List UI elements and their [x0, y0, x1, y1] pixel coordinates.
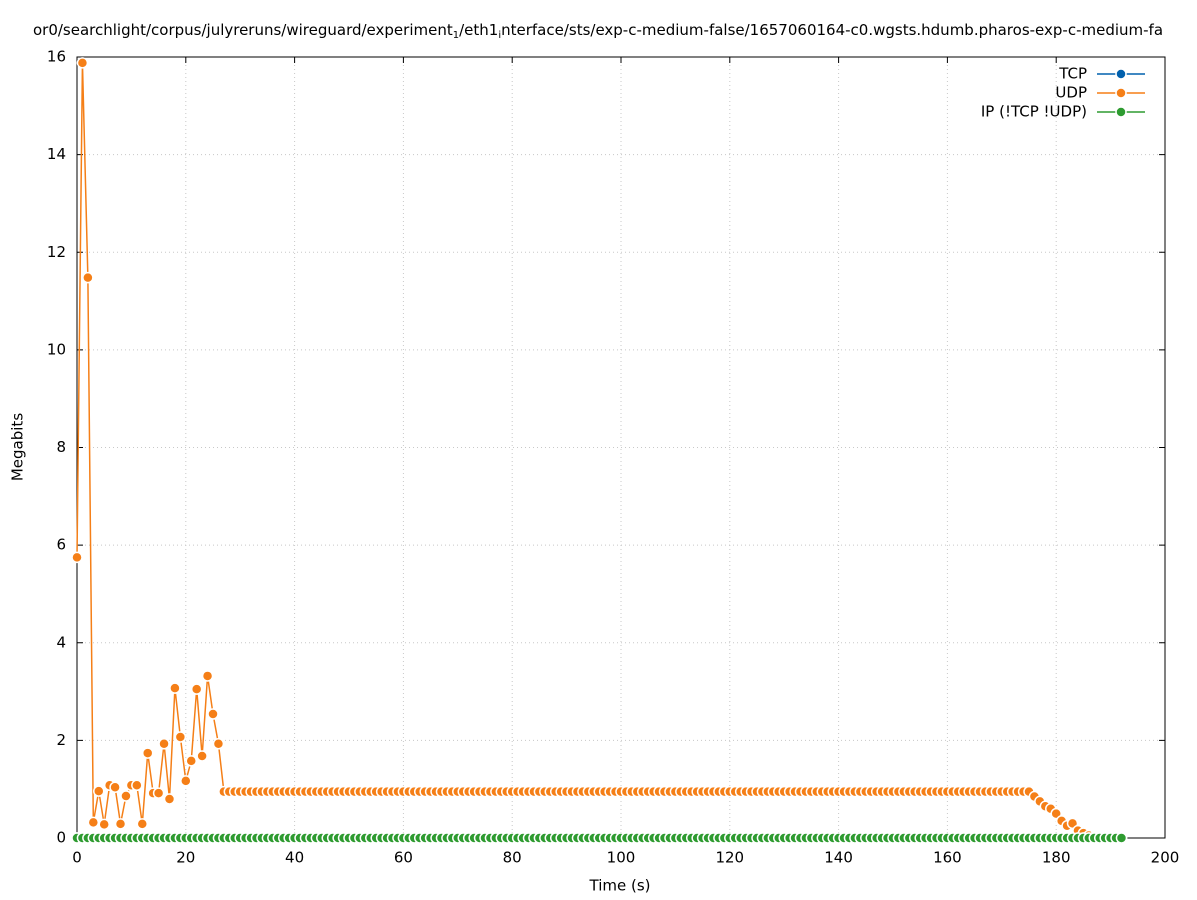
data-point	[87, 816, 100, 829]
title-subscript: i	[498, 30, 501, 41]
data-point	[76, 57, 89, 69]
y-axis-label: Megabits	[9, 413, 27, 481]
x-tick-label: 80	[503, 849, 522, 867]
y-tick-label: 14	[47, 145, 66, 163]
data-point	[82, 271, 94, 284]
data-point	[1115, 832, 1128, 844]
data-point	[169, 682, 181, 694]
x-tick-label: 20	[176, 849, 195, 867]
y-tick-label: 0	[56, 829, 66, 847]
data-point	[141, 747, 154, 759]
legend-label: TCP	[1058, 65, 1087, 83]
legend-swatch	[1115, 68, 1127, 80]
y-tick-label: 12	[47, 243, 66, 261]
data-point	[163, 793, 176, 805]
x-tick-label: 180	[1042, 849, 1071, 867]
data-point	[98, 818, 110, 831]
y-tick-label: 16	[47, 48, 66, 66]
data-point	[201, 670, 214, 682]
x-tick-label: 160	[933, 849, 962, 867]
title-part: /eth1	[459, 21, 498, 39]
legend-swatch	[1115, 87, 1127, 99]
data-point	[174, 731, 187, 743]
x-tick-label: 60	[394, 849, 413, 867]
data-point	[158, 738, 170, 750]
data-point	[207, 708, 219, 720]
data-point	[120, 790, 132, 802]
x-tick-label: 0	[72, 849, 82, 867]
legend-label: UDP	[1055, 84, 1087, 102]
title-part: nterface/sts/exp-c-medium-false/16570601…	[501, 21, 1163, 39]
data-point	[93, 785, 105, 797]
data-point	[190, 683, 203, 695]
x-tick-label: 120	[715, 849, 744, 867]
data-point	[71, 551, 83, 564]
data-point	[131, 779, 143, 792]
x-tick-label: 40	[285, 849, 304, 867]
data-point	[196, 750, 208, 762]
y-tick-label: 8	[56, 438, 66, 456]
data-point	[109, 781, 121, 793]
data-point	[180, 775, 192, 787]
chart-title: or0/searchlight/corpus/julyreruns/wiregu…	[33, 21, 1163, 42]
y-tick-label: 2	[56, 731, 66, 749]
data-point	[185, 755, 197, 767]
y-tick-label: 6	[56, 536, 66, 554]
y-tick-label: 4	[56, 633, 66, 651]
legend-swatch	[1115, 106, 1127, 118]
data-point	[212, 738, 225, 750]
legend-label: IP (!TCP !UDP)	[981, 103, 1087, 121]
x-tick-label: 140	[824, 849, 853, 867]
title-subscript: 1	[453, 30, 459, 41]
x-tick-label: 100	[607, 849, 636, 867]
x-axis-label: Time (s)	[589, 877, 651, 895]
data-point	[136, 818, 149, 830]
title-part: or0/searchlight/corpus/julyreruns/wiregu…	[33, 21, 453, 39]
y-tick-label: 10	[47, 340, 66, 358]
x-tick-label: 200	[1151, 849, 1180, 867]
data-point	[152, 787, 165, 799]
data-point	[114, 818, 127, 830]
